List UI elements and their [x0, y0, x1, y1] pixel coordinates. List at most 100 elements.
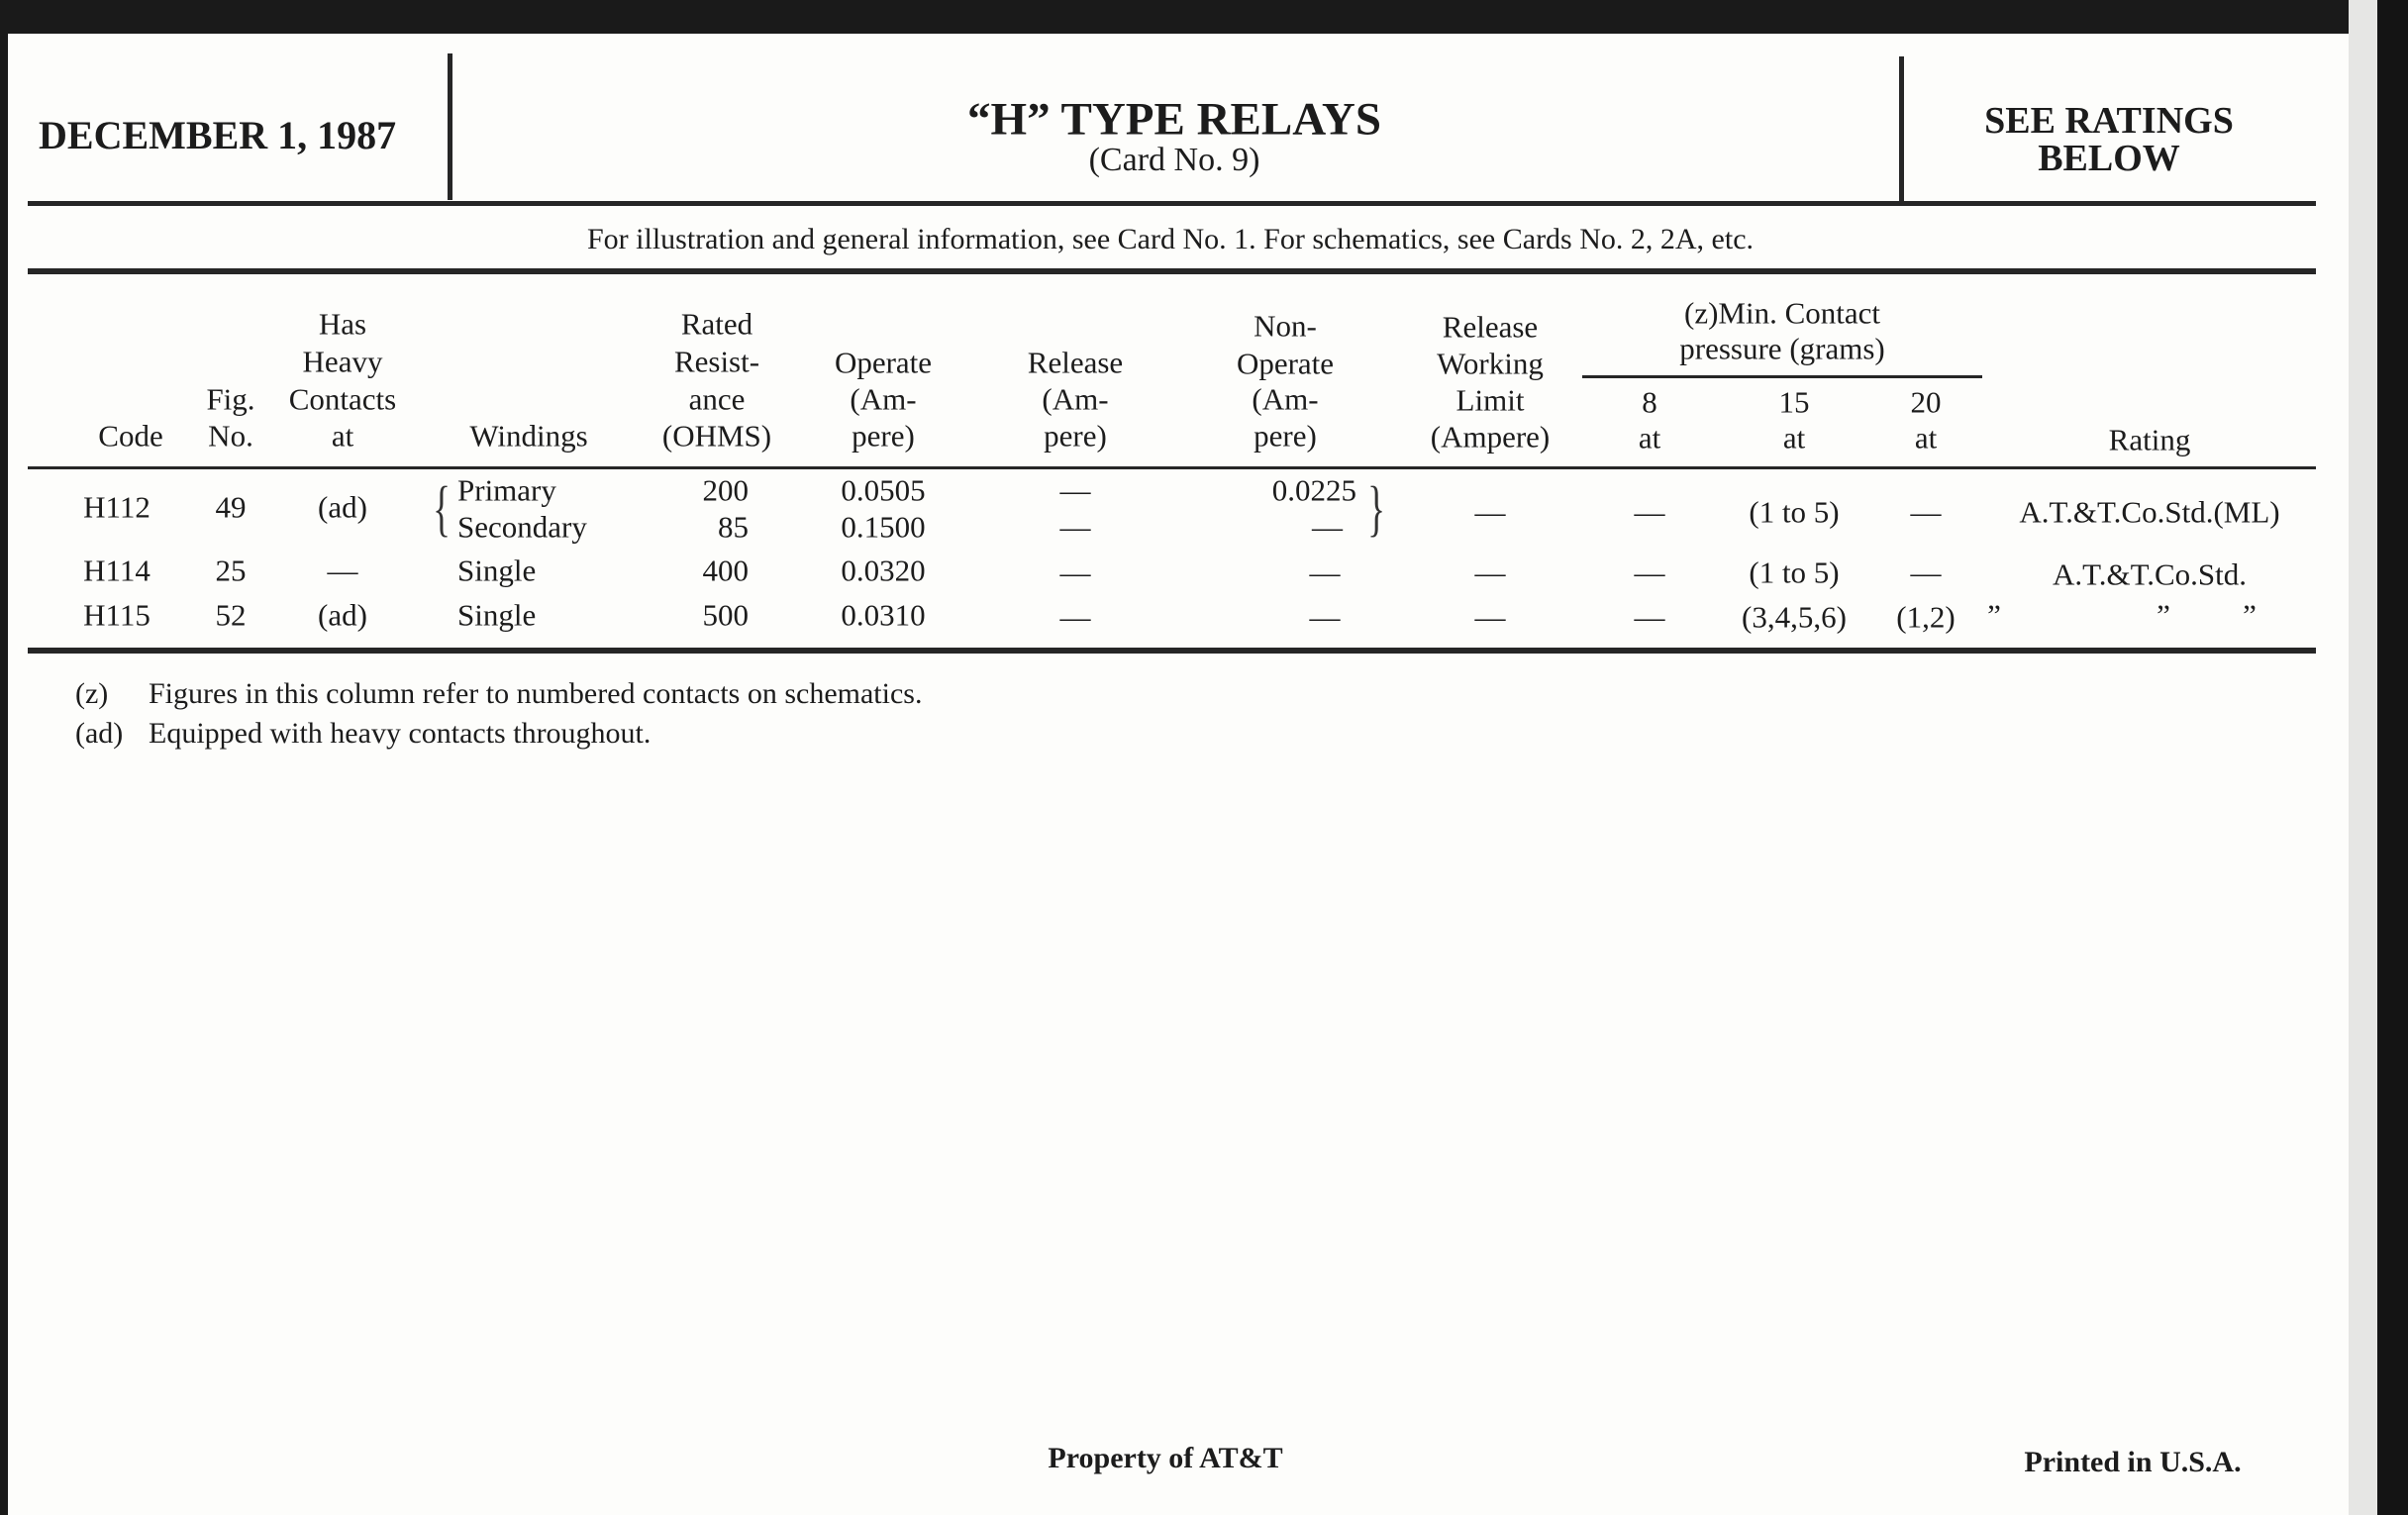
cell-non-operate: — [1312, 509, 1343, 545]
cell-rating-ditto: ” [1987, 597, 2001, 633]
footer-printed: Printed in U.S.A. [2024, 1446, 2242, 1478]
cell-release: — [1059, 599, 1091, 635]
col-resistance: Resist- [673, 344, 760, 379]
cell-p15: (1 to 5) [1749, 555, 1840, 590]
cell-operate: 0.0320 [841, 553, 926, 588]
col-release-working: (Ampere) [1430, 419, 1551, 454]
col-pressure-group: (z)Min. Contact [1683, 295, 1881, 331]
cell-non-operate: 0.0225 [1271, 472, 1356, 508]
card-title: “H” TYPE RELAYS [967, 93, 1381, 146]
col-non-operate: Operate [1236, 346, 1335, 381]
cell-fig: 52 [215, 597, 247, 633]
cell-resistance: 85 [718, 509, 749, 545]
cell-contacts: (ad) [318, 597, 367, 633]
col-pressure-group: pressure (grams) [1679, 331, 1885, 366]
ratings-note-line2: BELOW [2038, 138, 2180, 179]
cell-windings: Secondary [457, 509, 587, 545]
col-release-working: Limit [1455, 382, 1525, 418]
col-release-working: Release [1442, 309, 1539, 345]
col-operate: Operate [834, 345, 933, 380]
col-contacts: Has [318, 306, 367, 342]
card-date: DECEMBER 1, 1987 [39, 113, 397, 157]
brace-right-icon: } [1367, 475, 1385, 543]
col-p15: 15 [1778, 384, 1810, 420]
cell-resistance: 400 [702, 553, 750, 588]
col-fig: Fig. [206, 381, 255, 417]
col-release: (Am- [1042, 381, 1109, 417]
cell-windings: Single [457, 597, 537, 633]
col-release: Release [1027, 345, 1124, 380]
col-p20: at [1914, 420, 1938, 455]
cell-p8: — [1634, 555, 1665, 590]
col-non-operate: Non- [1254, 308, 1317, 344]
col-windings: Windings [469, 418, 588, 454]
cell-p15: (3,4,5,6) [1742, 599, 1847, 635]
footer-property: Property of AT&T [1048, 1442, 1283, 1474]
cell-release-working: — [1474, 599, 1506, 635]
col-non-operate: (Am- [1252, 381, 1319, 417]
cell-release-working: — [1474, 555, 1506, 590]
cell-resistance: 200 [702, 472, 750, 508]
cell-contacts: (ad) [318, 489, 367, 525]
cell-p20: — [1910, 494, 1942, 530]
col-p20: 20 [1910, 384, 1942, 420]
cell-rating-ditto: ” [2243, 597, 2257, 633]
scan-border-right [2377, 0, 2408, 1515]
col-resistance: ance [688, 381, 746, 417]
col-release-working: Working [1437, 346, 1544, 381]
col-operate: pere) [852, 418, 915, 454]
cell-code: H112 [83, 489, 150, 525]
header-divider-right [1899, 56, 1904, 203]
cell-release-working: — [1474, 494, 1506, 530]
col-p15: at [1782, 420, 1806, 455]
cell-release: — [1059, 555, 1091, 590]
rule-header [28, 201, 2316, 206]
col-operate: (Am- [850, 381, 917, 417]
col-non-operate: pere) [1254, 418, 1317, 454]
scan-border-top [0, 0, 2408, 34]
cell-fig: 25 [215, 553, 247, 588]
cell-operate: 0.0310 [841, 597, 926, 633]
cell-p8: — [1634, 599, 1665, 635]
cell-operate: 0.1500 [841, 509, 926, 545]
col-resistance: Rated [680, 306, 753, 342]
cell-rating-ditto: ” [2157, 597, 2170, 633]
rule-table-header [28, 466, 2316, 469]
cell-resistance: 500 [702, 597, 750, 633]
cell-code: H115 [83, 597, 150, 633]
col-resistance: (OHMS) [661, 418, 772, 454]
rule-pressure-group [1582, 375, 1982, 378]
cell-rating: A.T.&T.Co.Std. [2052, 556, 2248, 592]
col-fig: No. [208, 418, 253, 454]
cell-rating: A.T.&T.Co.Std.(ML) [2019, 494, 2280, 530]
card-subtitle: (Card No. 9) [1088, 142, 1260, 178]
col-code: Code [98, 418, 163, 454]
cell-release: — [1059, 509, 1091, 545]
cell-windings: Single [457, 553, 537, 588]
col-p8: 8 [1642, 384, 1657, 420]
col-contacts: Heavy [302, 344, 383, 379]
rule-info [28, 268, 2316, 274]
cell-p20: (1,2) [1896, 599, 1956, 635]
cell-release: — [1059, 472, 1091, 508]
cell-non-operate: — [1309, 599, 1341, 635]
info-line: For illustration and general information… [586, 223, 1755, 255]
col-p8: at [1638, 420, 1661, 455]
col-contacts: Contacts [288, 381, 397, 417]
scan-border-right-gray [2349, 0, 2378, 1515]
cell-fig: 49 [215, 489, 247, 525]
footnote-text: Equipped with heavy contacts throughout. [149, 717, 652, 750]
cell-code: H114 [83, 553, 150, 588]
footnote-text: Figures in this column refer to numbered… [149, 677, 923, 710]
col-rating: Rating [2108, 422, 2191, 457]
cell-windings: Primary [457, 472, 556, 508]
col-release: pere) [1044, 418, 1107, 454]
cell-p8: — [1634, 494, 1665, 530]
footnote-mark: (ad) [75, 717, 124, 750]
cell-non-operate: — [1309, 555, 1341, 590]
cell-p15: (1 to 5) [1749, 494, 1840, 530]
brace-left-icon: { [433, 475, 451, 543]
scan-border-left [0, 0, 8, 1515]
col-contacts: at [331, 418, 354, 454]
header-divider-left [448, 53, 452, 200]
